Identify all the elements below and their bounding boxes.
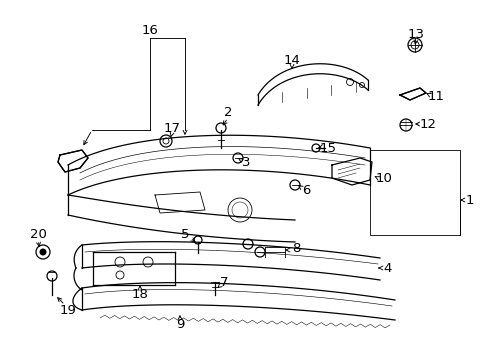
Text: 14: 14 (283, 54, 300, 67)
Text: 5: 5 (181, 229, 189, 242)
Circle shape (40, 248, 46, 256)
Text: 19: 19 (60, 303, 76, 316)
Text: 18: 18 (131, 288, 148, 302)
Text: 7: 7 (219, 275, 228, 288)
Text: 3: 3 (241, 156, 250, 168)
Text: 2: 2 (224, 105, 232, 118)
Text: 12: 12 (419, 117, 436, 130)
Text: 20: 20 (29, 229, 46, 242)
Text: 16: 16 (141, 23, 158, 36)
Text: 1: 1 (465, 194, 473, 207)
Text: 13: 13 (407, 28, 424, 41)
Text: 15: 15 (319, 141, 336, 154)
Text: 6: 6 (301, 184, 309, 197)
Text: 10: 10 (375, 171, 392, 184)
Text: 9: 9 (176, 319, 184, 332)
Text: 8: 8 (291, 242, 300, 255)
Text: 11: 11 (427, 90, 444, 103)
Text: 4: 4 (383, 261, 391, 274)
Polygon shape (399, 88, 425, 100)
Polygon shape (58, 150, 88, 172)
Text: 17: 17 (163, 122, 180, 135)
